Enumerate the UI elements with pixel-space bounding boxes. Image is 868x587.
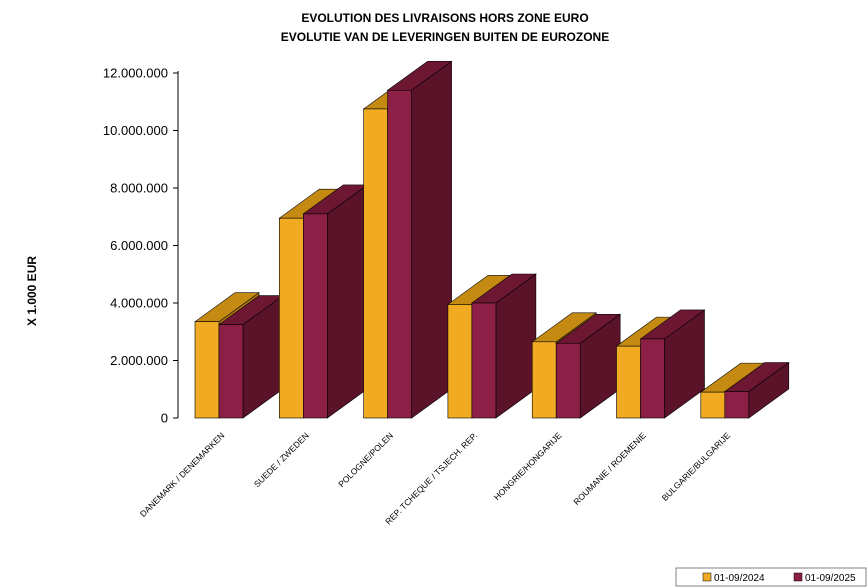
y-tick-label: 12.000.000 [103,66,168,81]
legend-swatch-01-09-2024 [702,572,712,582]
bar-front [447,304,473,419]
chart-title: EVOLUTION DES LIVRAISONS HORS ZONE EURO [301,11,588,25]
x-tick-label: SUEDE / ZWEDEN [252,430,311,489]
bar-front [471,302,497,419]
y-tick-label: 8.000.000 [110,181,168,196]
x-tick-label: REP. TCHEQUE / TSJECH. REP. [383,430,479,526]
x-tick-label: HONGRIE/HONGARIJE [492,430,564,502]
bar-side [326,184,368,419]
bar [470,273,537,419]
x-tick-label: DANEMARK / DENEMARKEN [138,430,227,519]
y-axis-label: X 1.000 EUR [25,256,39,326]
bar-front [616,345,641,419]
bar [723,361,790,419]
legend-label-series-2: 01-09/2025 [805,573,856,584]
bar-front [724,391,750,419]
bar-front [363,108,388,419]
bar-front [531,341,557,419]
x-tick-label: BULGARIE/BULGARIJE [660,430,733,503]
bar [639,309,706,419]
bars [194,60,790,419]
y-tick-label: 0 [161,411,168,426]
bar [555,313,622,419]
bar-front [278,217,304,419]
y-tick-label: 2.000.000 [110,353,168,368]
bar-front [640,338,665,419]
bar-front [194,321,220,419]
y-tick-label: 4.000.000 [110,296,168,311]
legend: 01-09/2024 01-09/2025 [675,567,867,587]
bar [386,60,453,419]
legend-swatch-01-09-2025 [793,572,803,582]
x-tick-label: POLOGNE/POLEN [336,430,395,489]
bar [218,294,284,419]
y-tick-label: 10.000.000 [103,123,168,138]
bar-front [218,324,244,419]
bar-front [302,213,328,419]
bar-front [387,89,412,419]
x-tick-label: ROUMANIE / ROEMENIE [571,430,648,507]
bar-side [411,60,452,419]
chart-subtitle: EVOLUTIE VAN DE LEVERINGEN BUITEN DE EUR… [281,30,609,44]
legend-label-series-1: 01-09/2024 [714,573,765,584]
bar-front [700,391,726,419]
legend-box [675,567,867,587]
x-tick-labels: DANEMARK / DENEMARKEN SUEDE / ZWEDEN POLOG… [138,430,733,526]
bar [302,184,369,419]
y-axis: 0 2.000.000 4.000.000 6.000.000 8.000.000 10.… [103,66,179,426]
bar-front [555,342,581,419]
y-tick-label: 6.000.000 [110,238,168,253]
